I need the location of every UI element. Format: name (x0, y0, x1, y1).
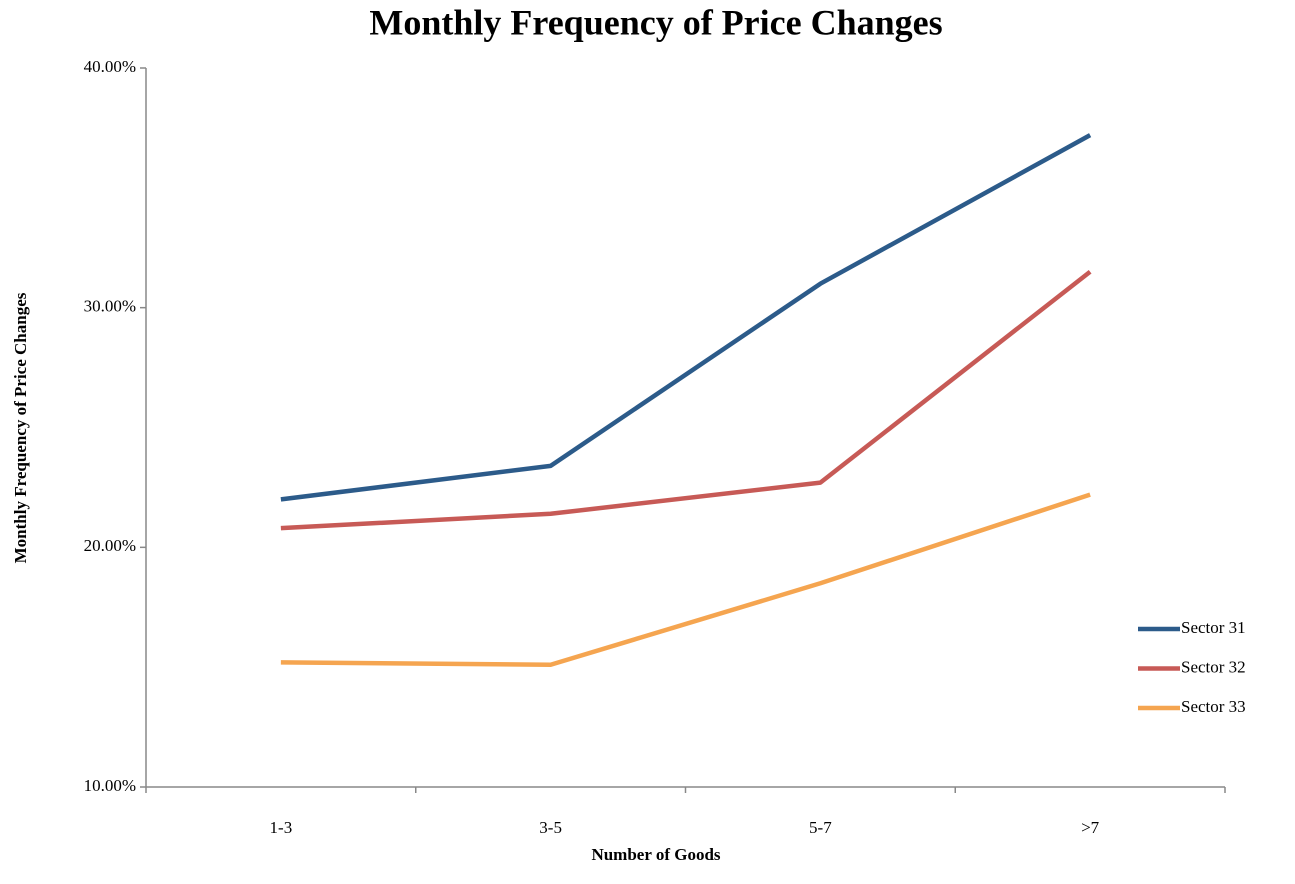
y-tick-label: 10.00% (84, 776, 136, 795)
series-line (280, 492, 1091, 668)
y-tick-label: 20.00% (84, 536, 136, 555)
x-tick-label: 1-3 (270, 818, 293, 837)
x-axis-label: Number of Goods (591, 845, 720, 864)
legend-label: Sector 31 (1181, 618, 1246, 637)
x-tick-label: 5-7 (809, 818, 832, 837)
legend-label: Sector 32 (1181, 657, 1246, 676)
y-axis-label: Monthly Frequency of Price Changes (11, 292, 30, 563)
series-line (280, 269, 1092, 531)
legend-label: Sector 33 (1181, 697, 1246, 716)
series-line (280, 133, 1092, 502)
y-tick-label: 40.00% (84, 57, 136, 76)
y-tick-label: 30.00% (84, 297, 136, 316)
chart-title: Monthly Frequency of Price Changes (369, 2, 942, 42)
x-tick-label: >7 (1081, 818, 1100, 837)
x-tick-label: 3-5 (539, 818, 562, 837)
